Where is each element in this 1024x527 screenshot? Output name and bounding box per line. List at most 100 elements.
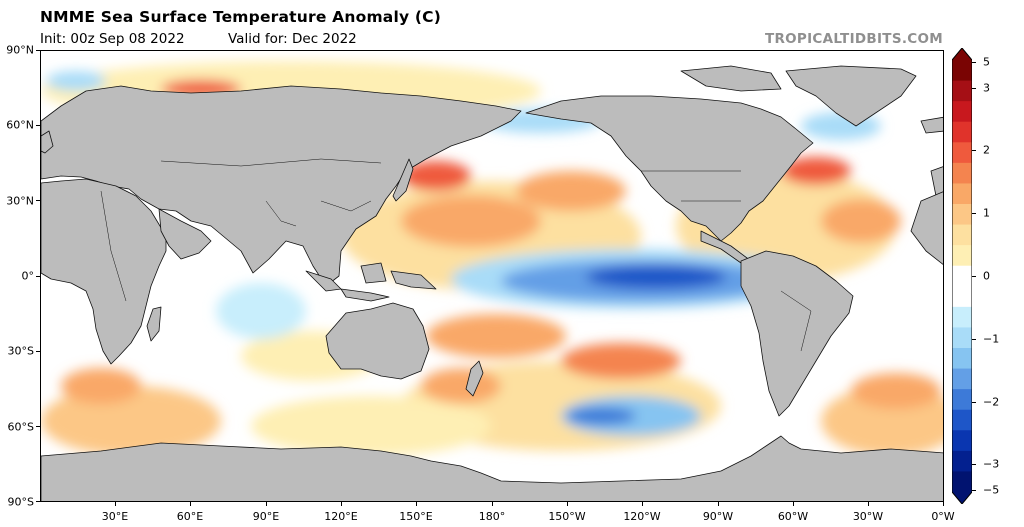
sw-pacific-warm — [426, 314, 566, 358]
s-indian-warm-broad — [251, 396, 491, 456]
colorbar-label: −5 — [983, 483, 1000, 497]
map-title: NMME Sea Surface Temperature Anomaly (C) — [40, 8, 442, 26]
canadian-arctic-islands — [680, 65, 782, 92]
colorbar-label: −3 — [983, 457, 1000, 471]
indonesia-islands — [305, 262, 437, 302]
colorbar-step — [952, 121, 972, 143]
colorbar-step — [952, 450, 972, 473]
lat-label: 90°N — [6, 43, 34, 57]
sa-warm-core-east — [851, 373, 941, 409]
sa-warm-core — [61, 368, 141, 404]
init-time: Init: 00z Sep 08 2022 — [40, 31, 185, 47]
lon-tick — [266, 502, 267, 506]
lat-tick — [36, 426, 40, 427]
colorbar-label: 1 — [983, 206, 990, 220]
lon-label: 0°W — [931, 510, 955, 523]
site-brand: TROPICALTIDBITS.COM — [764, 31, 943, 47]
colorbar-step — [952, 183, 972, 205]
southern-cold-core — [566, 407, 636, 425]
s-atlantic-warm-broad — [41, 386, 221, 456]
na-warm-core — [781, 157, 851, 185]
lon-label: 150°E — [399, 510, 433, 523]
colorbar-tick — [972, 88, 976, 89]
valid-time: Valid for: Dec 2022 — [228, 31, 357, 47]
africa-landmass — [41, 178, 167, 365]
lon-tick — [492, 502, 493, 506]
colorbar-step — [952, 348, 972, 370]
colorbar-step — [952, 101, 972, 123]
lat-tick — [36, 351, 40, 352]
new-zealand — [465, 360, 484, 397]
colorbar-tick — [972, 150, 976, 151]
lon-label: 120°W — [623, 510, 661, 523]
s-pacific-warm-core — [561, 343, 681, 379]
lat-tick — [36, 125, 40, 126]
colorbar-tick — [972, 213, 976, 214]
colorbar-step — [952, 265, 972, 287]
africa-west-wrap — [910, 191, 943, 265]
greenland — [785, 65, 917, 127]
colorbar-tick — [972, 402, 976, 403]
colorbar-step — [952, 327, 972, 349]
colorbar-step — [952, 430, 972, 452]
lon-label: 90°E — [252, 510, 280, 523]
np-warm-east — [516, 171, 626, 211]
lat-tick — [36, 50, 40, 51]
lat-label: 30°N — [6, 194, 34, 208]
lon-label: 60°E — [176, 510, 204, 523]
lon-tick — [642, 502, 643, 506]
colorbar-label: 5 — [983, 55, 990, 69]
lon-tick — [190, 502, 191, 506]
land — [41, 65, 943, 501]
colorbar-tick — [972, 490, 976, 491]
na-warm-mid — [821, 199, 901, 243]
colorbar-step — [952, 204, 972, 226]
colorbar-step — [952, 80, 972, 102]
colorbar-step — [952, 286, 972, 308]
lat-label: 60°S — [7, 420, 34, 434]
lon-label: 60°W — [777, 510, 809, 523]
lon-tick — [341, 502, 342, 506]
lon-tick — [115, 502, 116, 506]
lon-label: 30°E — [101, 510, 129, 523]
lat-tick — [36, 501, 40, 502]
colorbar-label: 3 — [983, 81, 990, 95]
lon-tick — [868, 502, 869, 506]
antarctica-landmass — [41, 435, 943, 501]
iceland — [920, 116, 943, 134]
lon-tick — [943, 502, 944, 506]
greenland-sea-cool — [46, 71, 106, 91]
lon-label: 150°W — [548, 510, 586, 523]
lon-label: 30°W — [852, 510, 884, 523]
colorbar-label: 2 — [983, 143, 990, 157]
map-canvas — [41, 61, 943, 501]
colorbar-extend-bottom — [952, 492, 972, 504]
colorbar-step — [952, 162, 972, 185]
colorbar — [952, 48, 972, 504]
colorbar-tick — [972, 276, 976, 277]
lat-label: 60°N — [6, 118, 34, 132]
iberia-wrap — [930, 166, 943, 201]
lat-tick — [36, 276, 40, 277]
colorbar-label: −2 — [983, 395, 1000, 409]
lon-tick — [416, 502, 417, 506]
lon-label: 90°W — [702, 510, 734, 523]
lon-tick — [567, 502, 568, 506]
lon-label: 180° — [478, 510, 506, 523]
colorbar-label: 0 — [983, 269, 990, 283]
japan — [392, 158, 414, 202]
eurasia-landmass — [41, 85, 522, 287]
lon-label: 120°E — [324, 510, 358, 523]
colorbar-step — [952, 389, 972, 411]
colorbar-step — [952, 224, 972, 246]
lat-tick — [36, 200, 40, 201]
colorbar-label: −1 — [983, 332, 1000, 346]
colorbar-steps — [952, 48, 972, 504]
lat-label: 90°S — [7, 495, 34, 509]
colorbar-step — [952, 471, 972, 493]
colorbar-tick — [972, 464, 976, 465]
colorbar-tick — [972, 339, 976, 340]
south-america-landmass — [740, 250, 854, 417]
lon-tick — [718, 502, 719, 506]
np-warm-core — [401, 161, 471, 191]
